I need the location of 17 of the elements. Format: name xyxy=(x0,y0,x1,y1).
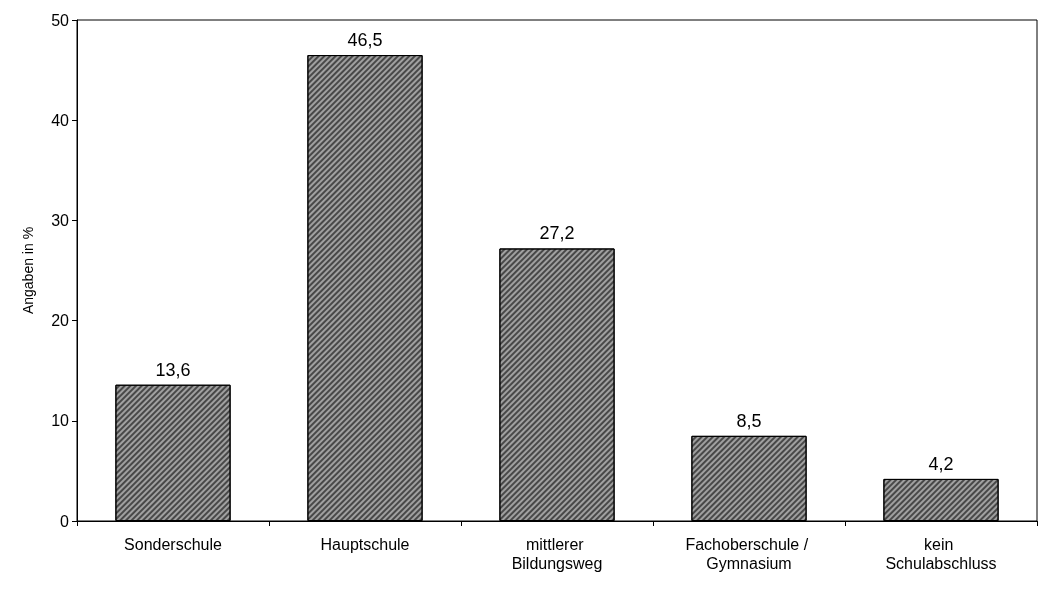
y-axis-title: Angaben in % xyxy=(20,226,36,315)
data-label: 8,5 xyxy=(736,410,762,431)
y-tick-label: 20 xyxy=(51,312,70,330)
data-label: 27,2 xyxy=(539,223,575,244)
x-tick-label: kein Schulabschluss xyxy=(885,536,997,572)
x-tick-label: mittlerer Bildungsweg xyxy=(511,536,603,572)
y-tick-label: 10 xyxy=(51,412,70,430)
y-tick-label: 0 xyxy=(60,512,70,530)
data-label: 13,6 xyxy=(155,359,191,380)
y-tick-label: 30 xyxy=(51,211,70,229)
x-tick-label: Hauptschule xyxy=(320,536,410,553)
data-label: 4,2 xyxy=(928,453,954,474)
x-tick-label: Fachoberschule / Gymnasium xyxy=(685,536,813,572)
y-tick-label: 50 xyxy=(51,11,70,29)
x-tick-label: Sonderschule xyxy=(124,536,223,553)
data-label: 46,5 xyxy=(347,30,383,51)
y-tick-label: 40 xyxy=(51,111,70,129)
